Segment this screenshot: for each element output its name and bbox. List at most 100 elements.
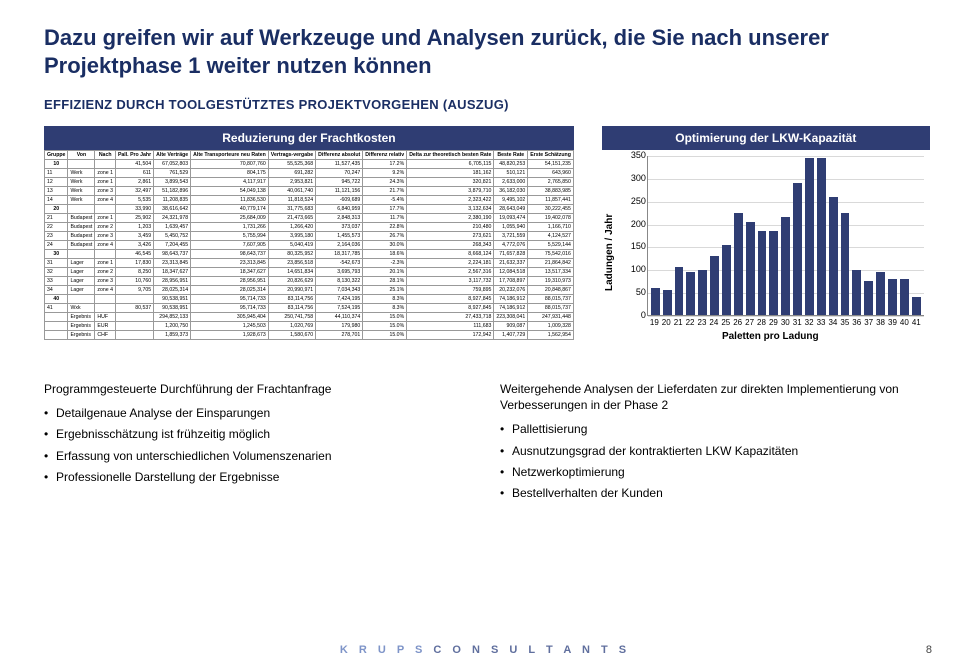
bullet-item: Pallettisierung: [500, 421, 916, 437]
xtick: 28: [757, 318, 766, 327]
xtick: 38: [876, 318, 885, 327]
freight-cost-table: GruppeVonNachPall. Pro JahrAlte Verträge…: [44, 150, 574, 340]
right-bullets: Pallettisierung Ausnutzungsgrad der kontr…: [500, 421, 916, 501]
bar: [675, 267, 684, 315]
xtick: 39: [888, 318, 897, 327]
chart-ylabel: Ladungen / Jahr: [602, 150, 617, 355]
table-row: ErgebnisHUF294,852,133305,945,404250,741…: [45, 313, 574, 322]
ytick: 300: [618, 173, 646, 183]
bar: [817, 158, 826, 315]
table-sum-row: 2033,99038,616,64240,779,17431,775,6836,…: [45, 205, 574, 214]
xtick: 22: [686, 318, 695, 327]
bar: [781, 217, 790, 315]
table-row: 34Lagerzone 49,70528,025,31428,025,31420…: [45, 286, 574, 295]
bullet-item: Ergebnisschätzung ist frühzeitig möglich: [44, 426, 460, 442]
slide-title: Dazu greifen wir auf Werkzeuge und Analy…: [44, 24, 916, 79]
table-header: Differenz relativ: [363, 151, 407, 160]
xtick: 40: [900, 318, 909, 327]
left-column: Programmgesteuerte Durchführung der Frac…: [44, 381, 460, 506]
table-header: Alte Verträge: [154, 151, 191, 160]
xtick: 32: [805, 318, 814, 327]
panel-right-title: Optimierung der LKW-Kapazität: [602, 126, 930, 150]
panel-left-title: Reduzierung der Frachtkosten: [44, 126, 574, 150]
chart-xlabel: Paletten pro Ladung: [617, 331, 924, 342]
panel-left: Reduzierung der Frachtkosten GruppeVonNa…: [44, 126, 574, 355]
table-row: 41Wxk80,53790,538,95195,714,73383,114,75…: [45, 304, 574, 313]
bar: [900, 279, 909, 315]
brand: K R U P S C O N S U L T A N T S: [340, 644, 630, 656]
slide: Dazu greifen wir auf Werkzeuge und Analy…: [0, 0, 960, 666]
table-row: 23Budapestzone 33,4595,450,7525,755,9943…: [45, 232, 574, 241]
table-header: Nach: [95, 151, 116, 160]
bar: [710, 256, 719, 315]
table-row: 31Lagerzone 117,83023,313,84523,313,8452…: [45, 259, 574, 268]
table-header: Differenz absolut: [316, 151, 363, 160]
table-sum-row: 1041,50467,052,80370,807,76055,525,36811…: [45, 160, 574, 169]
xtick: 30: [781, 318, 790, 327]
xtick: 36: [852, 318, 861, 327]
bar: [829, 197, 838, 315]
panel-left-body: GruppeVonNachPall. Pro JahrAlte Verträge…: [44, 150, 574, 340]
bar: [912, 297, 921, 315]
table-sum-row: 3046,54598,643,73798,643,73780,325,95218…: [45, 250, 574, 259]
bar: [698, 270, 707, 315]
xtick: 41: [912, 318, 921, 327]
bar: [734, 213, 743, 315]
xtick: 35: [840, 318, 849, 327]
table-row: 12Werkzone 12,8613,899,5434,117,9172,953…: [45, 178, 574, 187]
bullet-item: Bestellverhalten der Kunden: [500, 485, 916, 501]
xtick: 25: [721, 318, 730, 327]
bar: [651, 288, 660, 315]
table-header: Erste Schätzung: [528, 151, 574, 160]
xtick: 26: [733, 318, 742, 327]
brand-k: K R U P S: [340, 644, 427, 656]
right-column: Weitergehende Analysen der Lieferdaten z…: [500, 381, 916, 506]
slide-subtitle: EFFIZIENZ DURCH TOOLGESTÜTZTES PROJEKTVO…: [44, 97, 916, 112]
xtick: 29: [769, 318, 778, 327]
bar: [758, 231, 767, 315]
bar: [805, 158, 814, 315]
table-row: ErgebnisEUR1,200,7501,245,5031,020,76917…: [45, 322, 574, 331]
xtick: 34: [828, 318, 837, 327]
ytick: 200: [618, 219, 646, 229]
bar: [686, 272, 695, 315]
table-row: 32Lagerzone 28,25018,347,62718,347,62714…: [45, 268, 574, 277]
left-lead: Programmgesteuerte Durchführung der Frac…: [44, 381, 460, 397]
table-row: 24Budapestzone 43,4267,204,4557,607,9055…: [45, 241, 574, 250]
bottom-columns: Programmgesteuerte Durchführung der Frac…: [44, 381, 916, 506]
bullet-item: Netzwerkoptimierung: [500, 464, 916, 480]
bar: [769, 231, 778, 315]
ytick: 0: [618, 310, 646, 320]
panel-right: Optimierung der LKW-Kapazität Ladungen /…: [602, 126, 930, 355]
bar-chart: 050100150200250300350 192021222324252627…: [617, 150, 930, 355]
bar: [663, 290, 672, 315]
ytick: 100: [618, 264, 646, 274]
table-header: Beste Rate: [494, 151, 528, 160]
panels-row: Reduzierung der Frachtkosten GruppeVonNa…: [44, 126, 916, 355]
table-header: Gruppe: [45, 151, 68, 160]
ytick: 150: [618, 241, 646, 251]
left-bullets: Detailgenaue Analyse der EinsparungenErg…: [44, 405, 460, 485]
bullet-item: Ausnutzungsgrad der kontraktierten LKW K…: [500, 443, 916, 459]
table-row: 22Budapestzone 21,2031,639,4571,731,2661…: [45, 223, 574, 232]
page-number: 8: [926, 644, 932, 656]
ytick: 250: [618, 196, 646, 206]
bullet-item: Professionelle Darstellung der Ergebniss…: [44, 469, 460, 485]
table-row: 33Lagerzone 310,76028,956,95128,956,9512…: [45, 277, 574, 286]
table-row: ErgebnisCHF1,859,3731,928,6731,580,67027…: [45, 331, 574, 340]
xtick: 23: [698, 318, 707, 327]
xtick: 19: [650, 318, 659, 327]
table-row: 13Werkzone 332,49751,182,89654,049,13840…: [45, 187, 574, 196]
xtick: 33: [817, 318, 826, 327]
bar: [876, 272, 885, 315]
bullet-item: Erfassung von unterschiedlichen Volumens…: [44, 448, 460, 464]
bar: [864, 281, 873, 315]
bar: [722, 245, 731, 315]
bar: [793, 183, 802, 315]
panel-right-body: Ladungen / Jahr 050100150200250300350 19…: [602, 150, 930, 355]
table-header: Delta zur theoretisch besten Rate: [407, 151, 494, 160]
bar: [841, 213, 850, 315]
bar: [888, 279, 897, 315]
bar: [852, 270, 861, 315]
xtick: 24: [709, 318, 718, 327]
